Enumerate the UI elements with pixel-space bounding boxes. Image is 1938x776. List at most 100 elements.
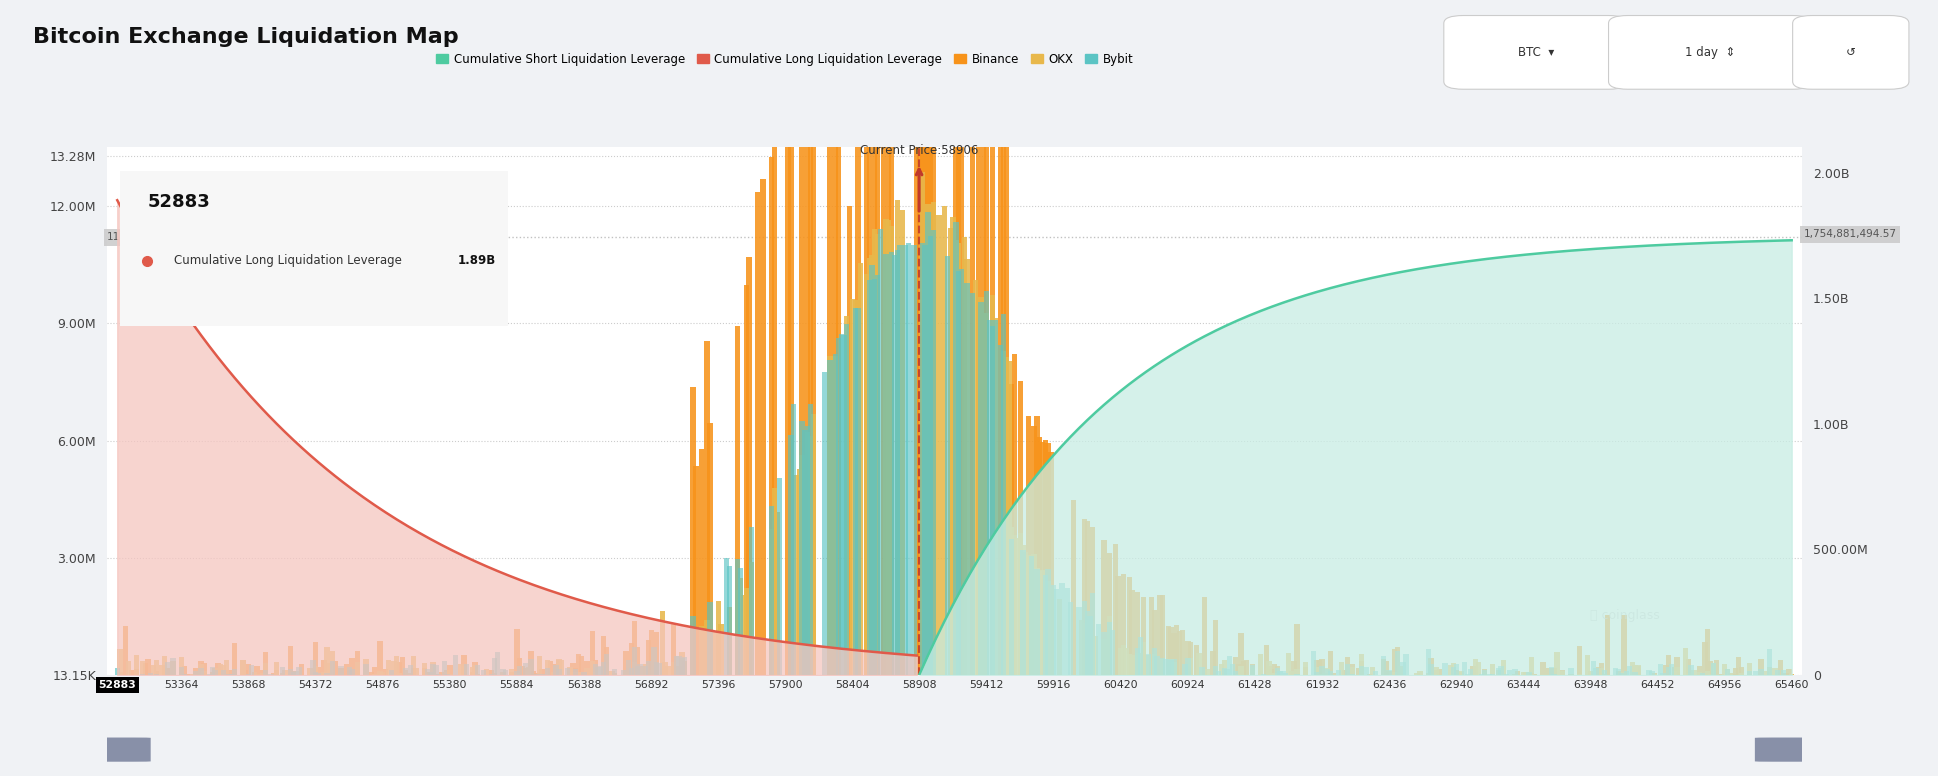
- Bar: [1452, 667, 1455, 675]
- Bar: [924, 204, 930, 675]
- Bar: [1244, 660, 1250, 675]
- Bar: [1473, 659, 1479, 675]
- Bar: [1213, 620, 1219, 675]
- Bar: [469, 667, 475, 675]
- Bar: [1004, 358, 1010, 675]
- Bar: [1601, 670, 1607, 675]
- Bar: [324, 673, 329, 675]
- Bar: [252, 672, 258, 675]
- Bar: [314, 666, 318, 675]
- Bar: [1516, 671, 1521, 675]
- Bar: [322, 660, 328, 675]
- Bar: [1767, 649, 1771, 675]
- Bar: [1672, 667, 1676, 675]
- Bar: [397, 674, 403, 675]
- Bar: [985, 291, 988, 675]
- Bar: [264, 670, 267, 675]
- Bar: [744, 587, 748, 675]
- Bar: [1357, 667, 1360, 675]
- Bar: [492, 673, 498, 675]
- Bar: [1050, 584, 1056, 675]
- Bar: [1789, 674, 1795, 675]
- Bar: [640, 666, 645, 675]
- Bar: [403, 674, 407, 675]
- Bar: [808, 436, 814, 675]
- Bar: [1035, 568, 1039, 675]
- Bar: [634, 647, 640, 675]
- Bar: [554, 665, 558, 675]
- Bar: [1490, 674, 1496, 675]
- Bar: [651, 648, 657, 675]
- Bar: [1240, 661, 1246, 675]
- Bar: [1302, 662, 1308, 675]
- Bar: [209, 667, 215, 675]
- Bar: [182, 674, 186, 675]
- Bar: [339, 668, 343, 675]
- Bar: [1045, 443, 1050, 675]
- Bar: [240, 660, 246, 675]
- Bar: [1630, 662, 1636, 675]
- Bar: [1326, 670, 1329, 675]
- Bar: [574, 668, 578, 675]
- Bar: [1661, 674, 1667, 675]
- Bar: [1391, 650, 1397, 675]
- Bar: [1087, 615, 1093, 675]
- Bar: [833, 355, 839, 675]
- Bar: [1081, 623, 1087, 675]
- Bar: [194, 668, 198, 675]
- Bar: [118, 649, 122, 675]
- Bar: [632, 663, 638, 675]
- Bar: [874, 275, 880, 675]
- Text: ↺: ↺: [1845, 46, 1857, 59]
- Bar: [444, 674, 450, 675]
- Bar: [1287, 653, 1291, 675]
- Bar: [1302, 667, 1308, 675]
- Bar: [1674, 657, 1680, 675]
- Bar: [771, 139, 777, 675]
- Bar: [632, 622, 638, 675]
- Bar: [589, 631, 595, 675]
- Bar: [946, 256, 950, 675]
- Bar: [593, 660, 599, 675]
- Bar: [248, 665, 254, 675]
- Bar: [1161, 659, 1165, 675]
- Bar: [438, 671, 444, 675]
- Bar: [422, 663, 428, 675]
- Bar: [1382, 659, 1386, 675]
- Bar: [1636, 667, 1641, 675]
- Bar: [1169, 628, 1174, 675]
- Bar: [1731, 674, 1736, 675]
- Bar: [1000, 351, 1006, 675]
- Bar: [1552, 668, 1556, 675]
- Bar: [605, 653, 609, 675]
- Bar: [1068, 601, 1074, 675]
- Bar: [545, 668, 550, 675]
- Bar: [1370, 667, 1376, 675]
- Bar: [1116, 576, 1120, 675]
- Bar: [899, 210, 905, 675]
- Bar: [271, 673, 277, 675]
- Bar: [855, 308, 860, 675]
- Bar: [1719, 674, 1725, 675]
- Bar: [727, 607, 733, 675]
- Bar: [140, 660, 145, 675]
- Bar: [1000, 314, 1006, 675]
- Bar: [1233, 657, 1238, 675]
- Bar: [924, 212, 930, 675]
- Bar: [1145, 653, 1151, 675]
- Bar: [1351, 674, 1355, 675]
- Bar: [463, 664, 469, 675]
- Bar: [444, 670, 450, 675]
- Bar: [1041, 570, 1045, 675]
- Text: Bitcoin Exchange Liquidation Map: Bitcoin Exchange Liquidation Map: [33, 27, 459, 47]
- Bar: [1415, 673, 1421, 675]
- Bar: [492, 658, 498, 675]
- Bar: [953, 222, 959, 675]
- Bar: [233, 669, 236, 675]
- Bar: [1707, 674, 1713, 675]
- Bar: [221, 670, 227, 675]
- Bar: [1151, 649, 1157, 675]
- Bar: [473, 665, 477, 675]
- Bar: [1417, 670, 1422, 675]
- Bar: [800, 0, 804, 675]
